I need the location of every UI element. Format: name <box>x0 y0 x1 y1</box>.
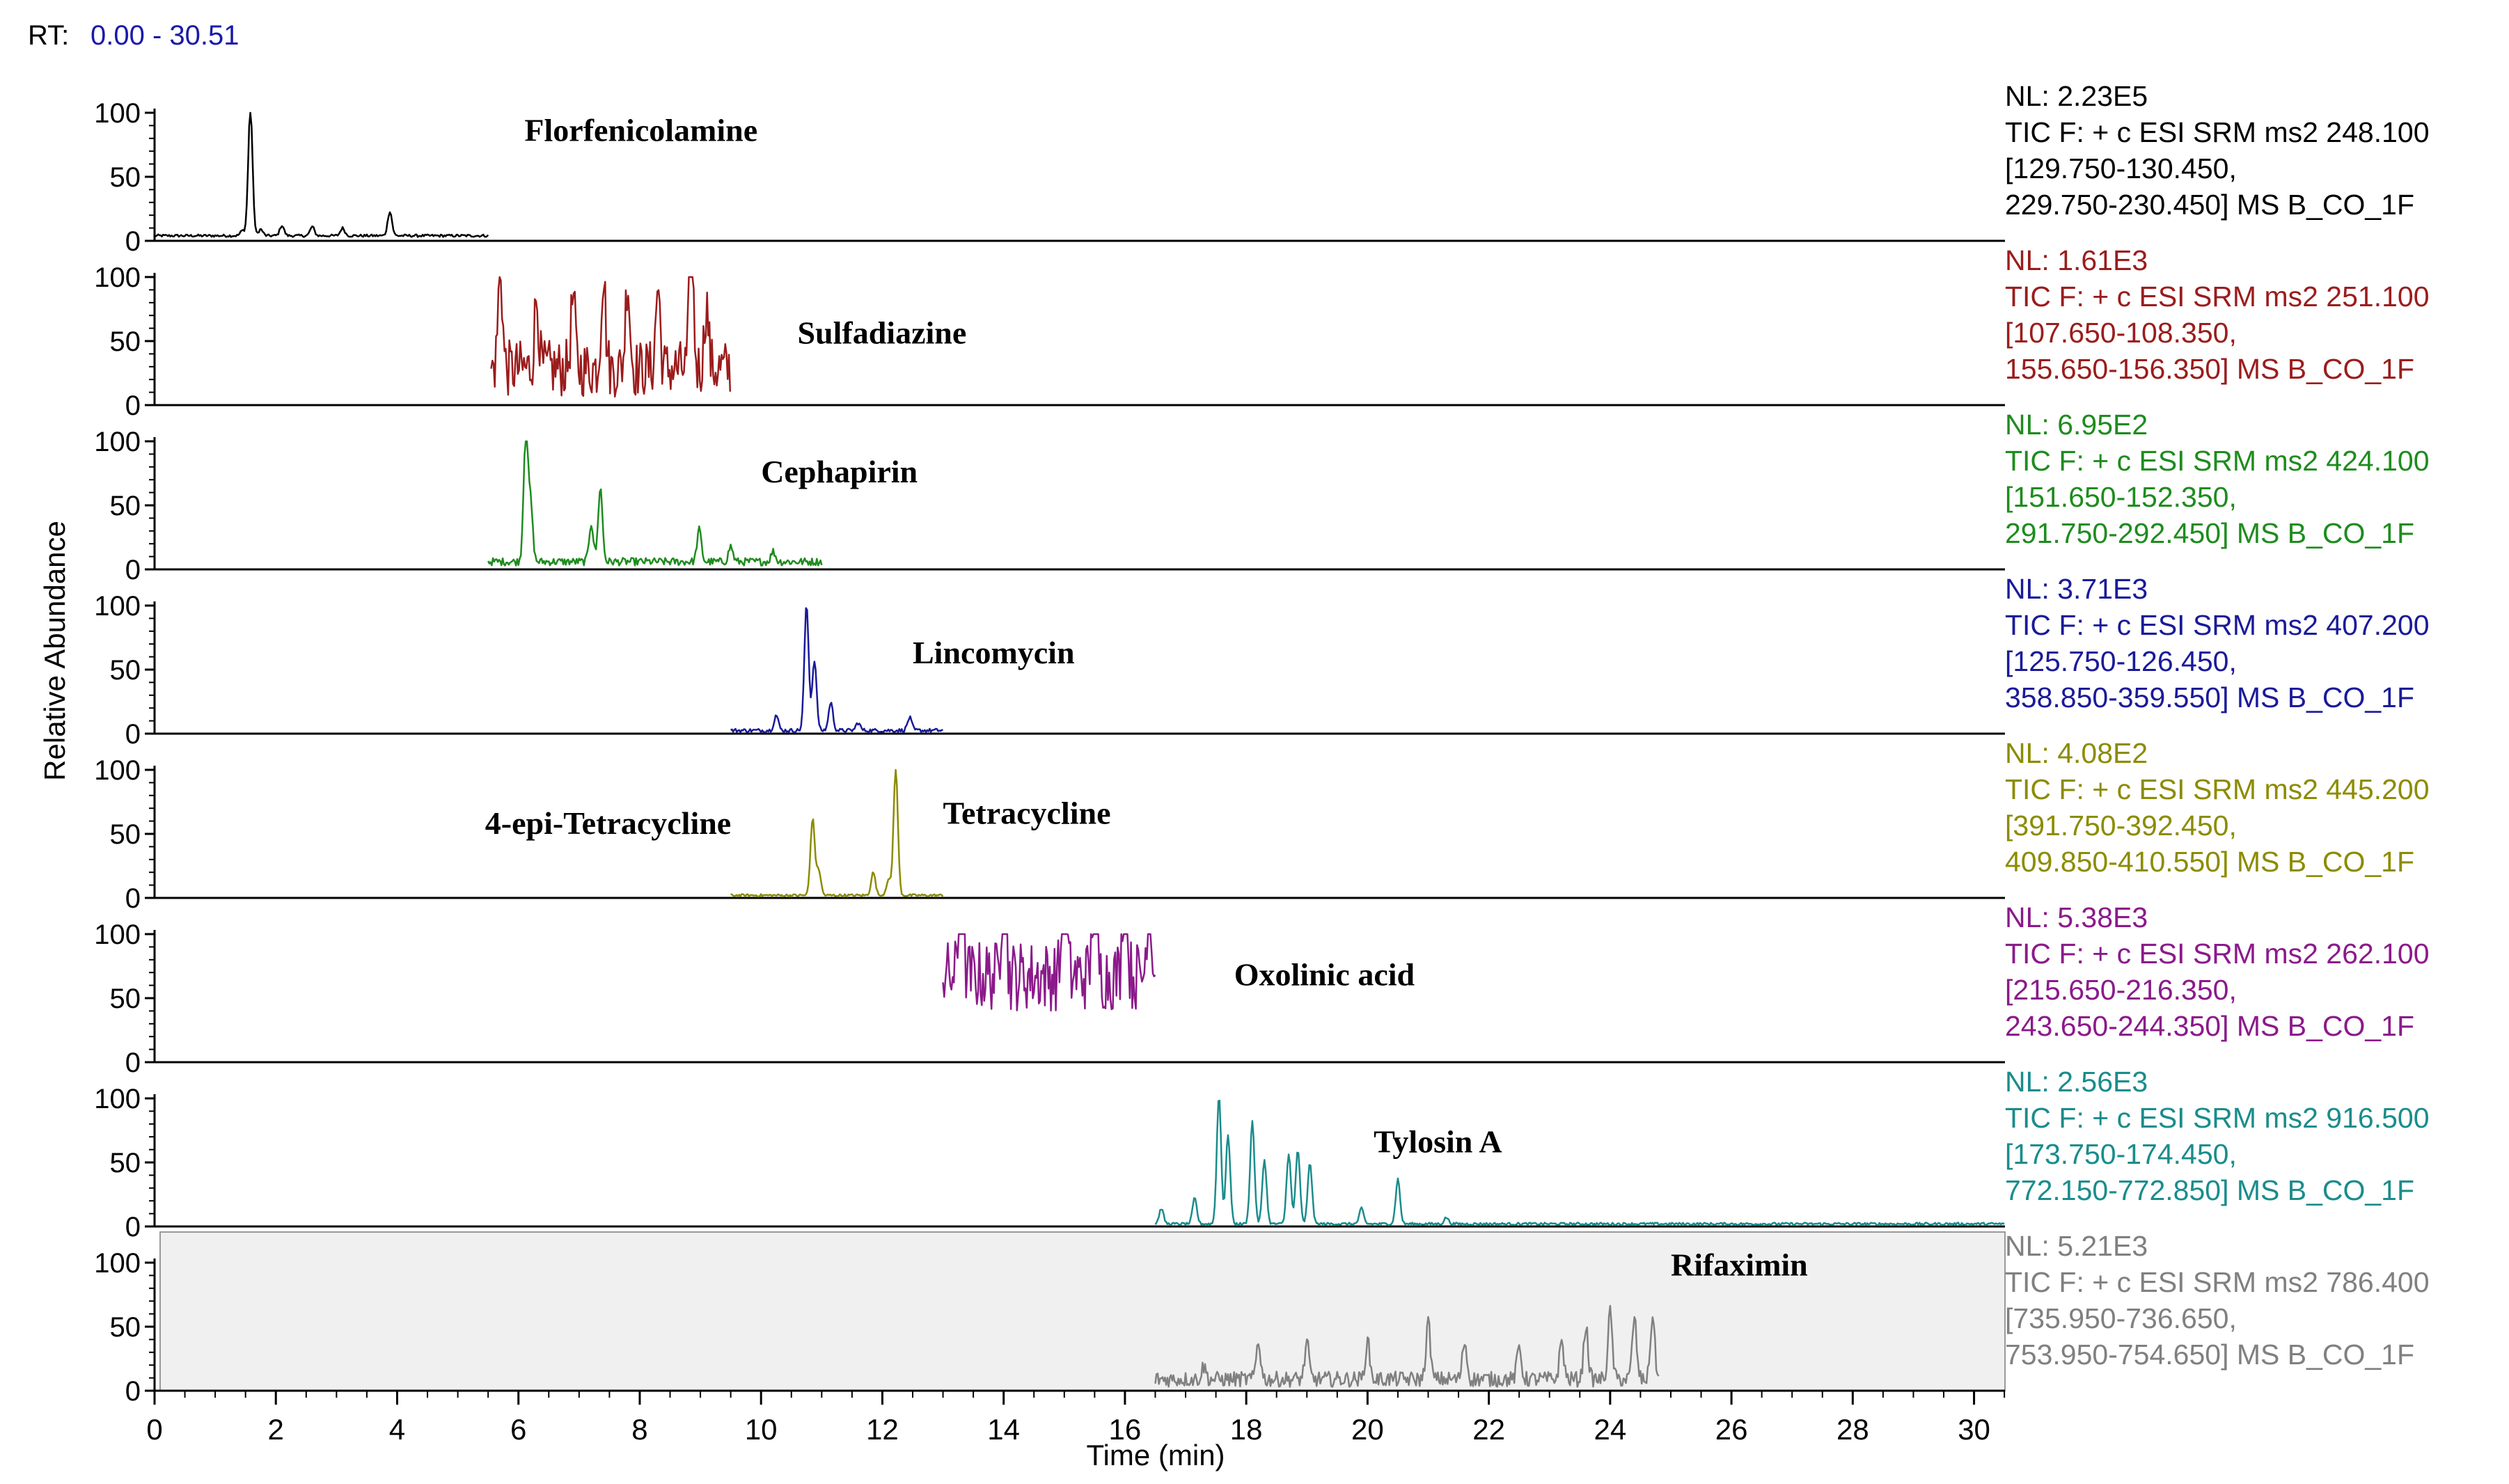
trace-cephapirin <box>487 440 823 567</box>
compound-label-florfenicolamine: Florfenicolamine <box>524 112 757 148</box>
y-tick-label-oxolinic-acid-0: 0 <box>125 1048 141 1078</box>
x-tick-label-16: 16 <box>1109 1413 1142 1446</box>
y-tick-label-florfenicolamine-100: 100 <box>94 98 141 129</box>
info-line-lincomycin-2: [125.750-126.450, <box>2005 645 2237 677</box>
trace-tetracycline <box>730 768 944 898</box>
info-line-sulfadiazine-1: TIC F: + c ESI SRM ms2 251.100 <box>2005 281 2430 313</box>
y-tick-label-tylosin-a-100: 100 <box>94 1084 141 1114</box>
x-tick-label-20: 20 <box>1351 1413 1384 1446</box>
y-tick-label-oxolinic-acid-100: 100 <box>94 919 141 950</box>
x-tick-label-26: 26 <box>1715 1413 1748 1446</box>
info-line-sulfadiazine-2: [107.650-108.350, <box>2005 317 2237 349</box>
info-line-tylosin-a-0: NL: 2.56E3 <box>2005 1066 2148 1098</box>
info-line-tetracycline-1: TIC F: + c ESI SRM ms2 445.200 <box>2005 773 2430 805</box>
shaded-panel-rifaximin <box>159 1231 2006 1391</box>
y-axis-label: Relative Abundance <box>38 521 71 781</box>
y-tick-label-florfenicolamine-50: 50 <box>110 162 141 193</box>
info-line-tetracycline-0: NL: 4.08E2 <box>2005 737 2148 769</box>
x-tick-label-8: 8 <box>631 1413 647 1446</box>
x-tick-label-22: 22 <box>1472 1413 1505 1446</box>
y-tick-label-sulfadiazine-0: 0 <box>125 390 141 421</box>
info-line-cephapirin-0: NL: 6.95E2 <box>2005 409 2148 441</box>
x-tick-label-6: 6 <box>510 1413 526 1446</box>
info-line-oxolinic-acid-1: TIC F: + c ESI SRM ms2 262.100 <box>2005 938 2430 970</box>
compound-label-tetracycline: Tetracycline <box>943 795 1111 830</box>
y-tick-label-lincomycin-50: 50 <box>110 655 141 686</box>
info-line-lincomycin-1: TIC F: + c ESI SRM ms2 407.200 <box>2005 609 2430 641</box>
y-tick-label-tetracycline-0: 0 <box>125 883 141 914</box>
y-tick-label-oxolinic-acid-50: 50 <box>110 984 141 1014</box>
y-tick-label-lincomycin-100: 100 <box>94 591 141 622</box>
compound-label-tylosin-a: Tylosin A <box>1374 1123 1502 1159</box>
info-line-rifaximin-0: NL: 5.21E3 <box>2005 1230 2148 1262</box>
y-tick-label-cephapirin-100: 100 <box>94 427 141 457</box>
info-line-cephapirin-1: TIC F: + c ESI SRM ms2 424.100 <box>2005 445 2430 477</box>
info-line-florfenicolamine-0: NL: 2.23E5 <box>2005 80 2148 112</box>
y-tick-label-tylosin-a-50: 50 <box>110 1148 141 1178</box>
x-tick-label-2: 2 <box>268 1413 284 1446</box>
y-tick-label-rifaximin-100: 100 <box>94 1248 141 1279</box>
panel-layer <box>159 1231 2006 1391</box>
info-line-rifaximin-2: [735.950-736.650, <box>2005 1302 2237 1334</box>
y-tick-label-tetracycline-50: 50 <box>110 819 141 850</box>
info-line-sulfadiazine-0: NL: 1.61E3 <box>2005 244 2148 276</box>
trace-tylosin-a <box>1154 1099 2005 1226</box>
y-tick-label-sulfadiazine-50: 50 <box>110 326 141 357</box>
info-line-rifaximin-1: TIC F: + c ESI SRM ms2 786.400 <box>2005 1266 2430 1298</box>
info-line-sulfadiazine-3: 155.650-156.350] MS B_CO_1F <box>2005 353 2414 385</box>
x-tick-label-10: 10 <box>745 1413 778 1446</box>
rt-range: 0.00 - 30.51 <box>91 20 239 51</box>
info-line-rifaximin-3: 753.950-754.650] MS B_CO_1F <box>2005 1339 2414 1371</box>
compound-label-cephapirin: Cephapirin <box>761 454 918 489</box>
compound-label-4-epi-tetracycline: 4-epi-Tetracycline <box>485 805 731 841</box>
x-tick-label-18: 18 <box>1230 1413 1263 1446</box>
trace-lincomycin <box>730 607 943 734</box>
compound-label-oxolinic-acid: Oxolinic acid <box>1234 957 1415 993</box>
y-tick-label-florfenicolamine-0: 0 <box>125 226 141 257</box>
info-line-tetracycline-2: [391.750-392.450, <box>2005 810 2237 842</box>
y-tick-label-lincomycin-0: 0 <box>125 719 141 750</box>
compound-label-lincomycin: Lincomycin <box>913 635 1075 670</box>
trace-oxolinic-acid <box>942 933 1156 1012</box>
trace-layer <box>154 111 2005 1388</box>
info-line-tylosin-a-3: 772.150-772.850] MS B_CO_1F <box>2005 1174 2414 1206</box>
info-line-oxolinic-acid-0: NL: 5.38E3 <box>2005 901 2148 933</box>
info-line-florfenicolamine-1: TIC F: + c ESI SRM ms2 248.100 <box>2005 116 2430 148</box>
info-line-tylosin-a-1: TIC F: + c ESI SRM ms2 916.500 <box>2005 1102 2430 1134</box>
x-tick-label-30: 30 <box>1958 1413 1990 1446</box>
info-line-cephapirin-3: 291.750-292.450] MS B_CO_1F <box>2005 517 2414 549</box>
info-line-oxolinic-acid-3: 243.650-244.350] MS B_CO_1F <box>2005 1010 2414 1042</box>
compound-label-sulfadiazine: Sulfadiazine <box>797 315 966 351</box>
info-line-lincomycin-3: 358.850-359.550] MS B_CO_1F <box>2005 681 2414 713</box>
y-tick-label-cephapirin-50: 50 <box>110 491 141 521</box>
x-tick-label-12: 12 <box>866 1413 899 1446</box>
x-tick-label-4: 4 <box>389 1413 405 1446</box>
label-layer: Florfenicolamine NL: 2.23E5 TIC F: + c ESI… <box>485 80 2430 1371</box>
trace-florfenicolamine <box>154 111 489 238</box>
x-tick-label-14: 14 <box>987 1413 1020 1446</box>
axes-layer: 0501000501000501000501000501000501000501… <box>94 98 2006 1446</box>
info-line-tetracycline-3: 409.850-410.550] MS B_CO_1F <box>2005 846 2414 878</box>
trace-rifaximin <box>1154 1304 1660 1388</box>
y-tick-label-tetracycline-100: 100 <box>94 755 141 786</box>
rt-label: RT: <box>28 20 69 51</box>
x-tick-label-24: 24 <box>1594 1413 1626 1446</box>
info-line-lincomycin-0: NL: 3.71E3 <box>2005 573 2148 605</box>
y-tick-label-rifaximin-0: 0 <box>125 1376 141 1407</box>
info-line-florfenicolamine-3: 229.750-230.450] MS B_CO_1F <box>2005 189 2414 221</box>
y-tick-label-sulfadiazine-100: 100 <box>94 262 141 293</box>
info-line-florfenicolamine-2: [129.750-130.450, <box>2005 152 2237 184</box>
y-tick-label-tylosin-a-0: 0 <box>125 1212 141 1242</box>
x-tick-label-0: 0 <box>146 1413 162 1446</box>
info-line-cephapirin-2: [151.650-152.350, <box>2005 481 2237 513</box>
x-tick-label-28: 28 <box>1836 1413 1869 1446</box>
compound-label-rifaximin: Rifaximin <box>1671 1247 1808 1282</box>
y-tick-label-rifaximin-50: 50 <box>110 1312 141 1343</box>
y-tick-label-cephapirin-0: 0 <box>125 555 141 585</box>
trace-sulfadiazine <box>490 276 732 398</box>
info-line-tylosin-a-2: [173.750-174.450, <box>2005 1138 2237 1170</box>
x-axis-label: Time (min) <box>1086 1439 1225 1471</box>
info-line-oxolinic-acid-2: [215.650-216.350, <box>2005 974 2237 1006</box>
